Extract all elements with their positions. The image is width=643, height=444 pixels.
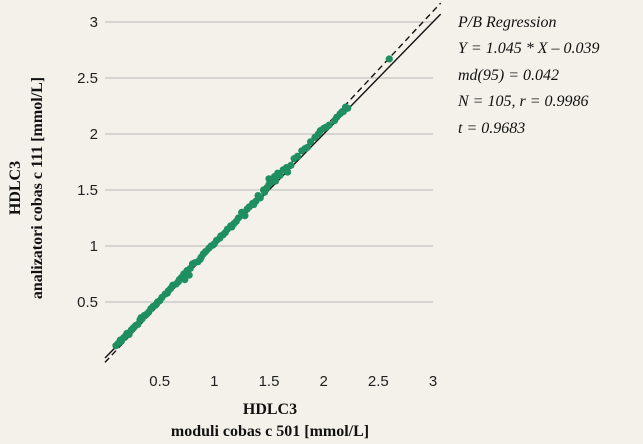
data-point [306,138,315,146]
data-point [174,278,182,286]
data-point [116,336,124,344]
x-tick-label: 1 [210,373,218,390]
annotation-t: t = 0.9683 [458,120,525,137]
y-axis-title-line1: HDLC3 [7,161,24,215]
data-points [112,55,393,350]
y-tick-label: 2 [90,126,98,143]
annotation-equation: Y = 1.045 * X – 0.039 [458,40,599,57]
data-point [276,171,284,180]
x-axis-title-line1: HDLC3 [243,401,297,418]
data-point [152,300,160,308]
data-point [196,255,204,264]
data-point [250,200,258,209]
data-point [385,55,393,63]
data-point [322,123,330,131]
annotation-n-r: N = 105, r = 0.9986 [457,93,589,110]
annotation-regression-method: P/B Regression [457,14,557,31]
data-point [137,314,145,322]
data-point [261,188,269,196]
x-tick-label: 0.5 [149,373,170,390]
data-point [293,152,302,160]
data-point [209,241,217,249]
y-tick-label: 0.5 [77,294,98,311]
annotation-md95: md(95) = 0.042 [458,67,559,84]
y-tick-label: 1.5 [77,182,98,199]
x-axis-title-line2: moduli cobas c 501 [mmol/L] [171,423,369,440]
grid-lines [105,21,433,303]
data-point [239,211,247,219]
y-axis-title-line2: analizatori cobas c 111 [mmol/L] [29,77,46,299]
data-point [228,223,236,231]
x-axis-ticks: 0.5 1 1.5 2 2.5 3 [149,373,437,390]
y-axis-ticks: 0.5 1 1.5 2 2.5 3 [77,14,98,311]
data-point [185,271,193,279]
data-point [344,104,352,112]
y-tick-label: 3 [90,14,98,31]
data-point [338,108,346,116]
data-point [217,232,225,240]
y-tick-label: 2.5 [77,70,98,87]
data-point [163,289,171,297]
data-point [287,161,295,169]
x-tick-label: 2.5 [368,373,389,390]
data-point [283,168,292,176]
data-point [301,144,309,153]
x-tick-label: 2 [319,373,327,390]
data-point [181,276,189,284]
data-point [271,177,280,185]
x-tick-label: 3 [429,373,437,390]
x-tick-label: 1.5 [259,373,280,390]
y-tick-label: 1 [90,238,98,255]
data-point [256,194,264,202]
